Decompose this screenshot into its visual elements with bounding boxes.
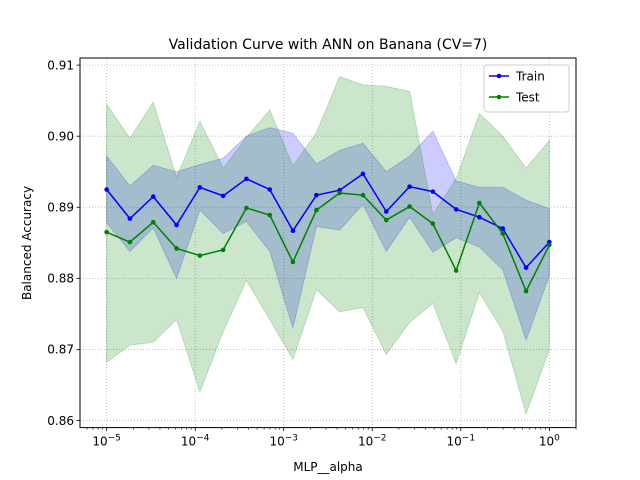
chart-title: Validation Curve with ANN on Banana (CV=… (169, 37, 488, 53)
point-test (197, 253, 203, 258)
band-train (106, 127, 550, 342)
point-train (267, 187, 273, 192)
point-train (453, 207, 459, 212)
point-train (360, 171, 366, 177)
y-axis-label: Balanced Accuracy (20, 186, 34, 300)
x-axis-label: MLP__alpha (293, 460, 363, 474)
point-train (150, 194, 156, 199)
band-test (106, 75, 550, 416)
point-train (104, 187, 109, 192)
point-test (174, 246, 179, 251)
point-test (314, 207, 319, 213)
point-test (383, 217, 389, 223)
point-test (220, 247, 226, 253)
series-line-test (106, 192, 551, 293)
point-test (453, 268, 459, 273)
y-tick-label: 0.91 (47, 58, 74, 72)
point-train (220, 193, 226, 199)
point-train (477, 214, 482, 220)
x-tick-label: 10−4 (181, 434, 210, 449)
std-bands (106, 75, 550, 416)
point-test (290, 259, 296, 265)
point-train (407, 184, 412, 189)
legend-label-train: Train (515, 69, 545, 83)
legend-label-test: Test (515, 90, 540, 104)
y-tick-label: 0.89 (47, 201, 74, 215)
y-tick-label: 0.88 (47, 272, 74, 286)
point-train (197, 185, 203, 190)
point-train (500, 226, 506, 231)
legend: Train Test (483, 64, 570, 113)
point-test (360, 192, 366, 198)
point-train (523, 265, 529, 270)
point-train (383, 209, 389, 214)
axes: 10−5 10−4 10−3 10−2 10−1 100 0.86 0.87 0.88 0.89 0… (47, 58, 577, 449)
series-lines (104, 171, 552, 294)
point-test (244, 205, 249, 211)
point-test (150, 219, 156, 225)
point-test (477, 200, 482, 206)
point-test (267, 212, 273, 218)
x-tick-label: 100 (539, 434, 560, 449)
point-test (104, 229, 109, 235)
point-test (523, 288, 529, 294)
point-train (314, 192, 319, 198)
x-tick-label: 10−2 (358, 434, 387, 449)
legend-marker-train (496, 73, 502, 79)
x-tick-label: 10−3 (269, 434, 298, 449)
point-train (290, 228, 296, 234)
y-tick-label: 0.90 (47, 129, 74, 143)
point-train (244, 176, 249, 182)
x-tick-label: 10−1 (447, 434, 476, 449)
point-test (407, 204, 412, 209)
point-test (547, 242, 552, 248)
point-test (430, 221, 436, 226)
point-test (127, 239, 133, 245)
point-train (430, 189, 436, 194)
point-test (337, 190, 342, 196)
point-train (127, 216, 133, 221)
y-tick-label: 0.86 (47, 414, 74, 428)
y-tick-label: 0.87 (47, 343, 74, 357)
plot-area-frame (79, 57, 577, 429)
point-test (500, 231, 506, 236)
point-train (174, 222, 179, 228)
x-tick-label: 10−5 (92, 434, 121, 449)
legend-marker-test (496, 94, 502, 100)
